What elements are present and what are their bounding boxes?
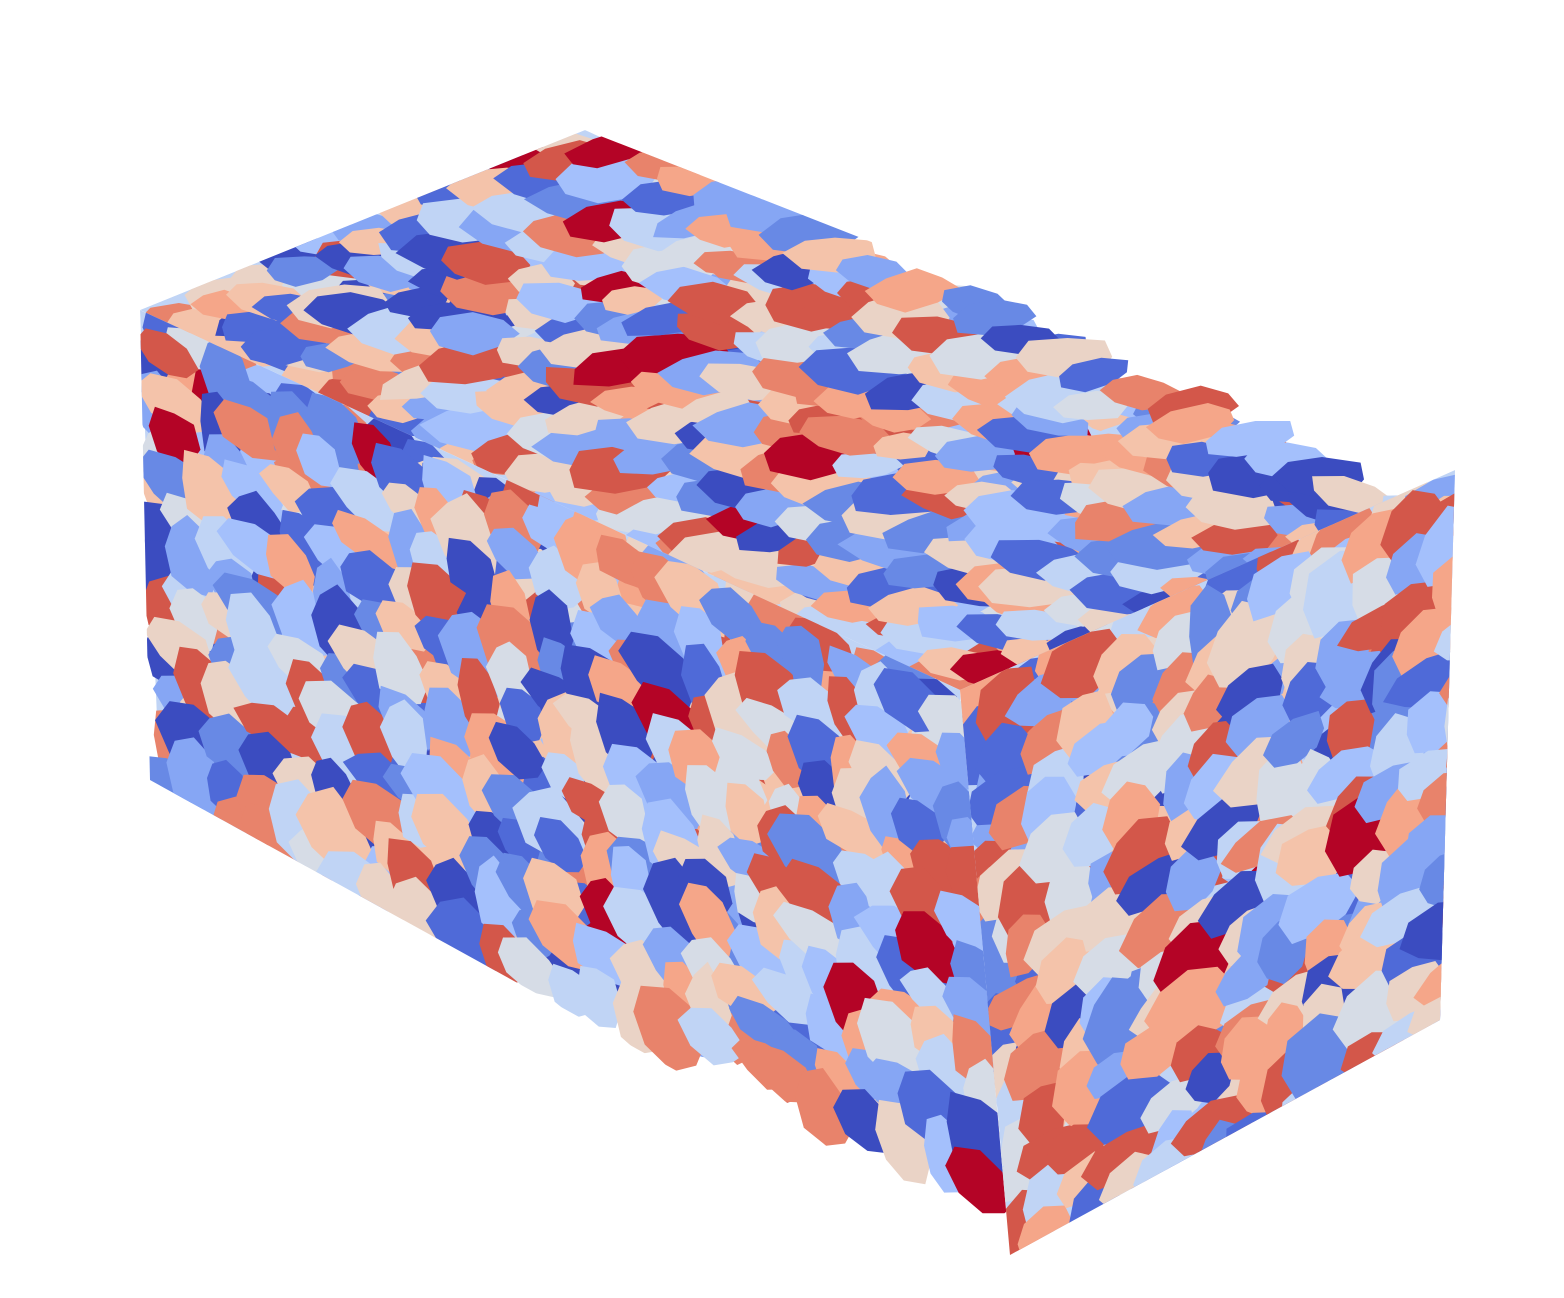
grain-patch xyxy=(1165,847,1223,912)
grain-patch xyxy=(534,817,588,873)
grain-patch xyxy=(228,644,309,728)
grain-patch xyxy=(618,631,697,710)
grain-patch xyxy=(1478,1007,1529,1062)
grain-patch xyxy=(1046,1124,1109,1175)
grain-patch xyxy=(1434,935,1455,1011)
grain-patch xyxy=(1312,476,1394,514)
grain-patch xyxy=(577,965,622,1028)
grain-patch xyxy=(1470,911,1551,975)
grain-patch xyxy=(429,312,520,356)
grain-patch xyxy=(1468,974,1520,1059)
grain-patch xyxy=(441,241,531,285)
grain-patch xyxy=(1183,674,1237,732)
grain-patch xyxy=(1360,883,1445,948)
grain-patch xyxy=(1432,555,1455,620)
grain-patch xyxy=(1448,760,1455,839)
grain-patch xyxy=(140,373,217,435)
grain-patch xyxy=(899,967,957,1023)
grain-patch xyxy=(1080,1120,1169,1191)
grain-patch xyxy=(330,467,406,533)
grain-patch xyxy=(1432,1023,1455,1076)
grain-patch xyxy=(725,782,769,847)
grain-patch xyxy=(296,433,341,488)
grain-patch xyxy=(1181,794,1262,861)
grain-patch xyxy=(1144,966,1233,1040)
grain-patch xyxy=(446,537,497,598)
top-face xyxy=(140,130,1450,690)
grain-patch xyxy=(340,550,405,608)
grain-patch xyxy=(751,967,818,1026)
grain-patch xyxy=(598,784,648,850)
grain-patch xyxy=(794,1068,857,1146)
grain-patch xyxy=(373,631,429,705)
grain-patch xyxy=(711,962,780,1018)
grain-patch xyxy=(1185,1052,1234,1104)
grain-patch xyxy=(1094,702,1154,759)
grain-patch xyxy=(864,268,963,313)
right-face xyxy=(960,470,1551,1255)
grain-patch xyxy=(1307,746,1385,804)
grain-patch xyxy=(1004,1026,1067,1101)
grain-patch xyxy=(799,415,892,456)
grain-patch xyxy=(633,985,705,1072)
grain-patch xyxy=(304,392,366,464)
grain-patch xyxy=(1461,891,1518,967)
grain-patch xyxy=(1326,699,1375,763)
grain-patch xyxy=(1415,505,1455,587)
grain-patch xyxy=(425,897,498,983)
grain-patch xyxy=(497,817,540,868)
grain-patch xyxy=(679,882,735,959)
grain-patch xyxy=(497,937,566,998)
grain-patch xyxy=(1446,733,1455,780)
grain-patch xyxy=(726,924,793,988)
grain-patch xyxy=(1360,1059,1432,1120)
grain-patch xyxy=(182,449,244,532)
grain-patch xyxy=(266,256,340,287)
grain-patch xyxy=(1430,900,1455,978)
grain-patch xyxy=(712,727,776,781)
grain-patch xyxy=(677,1007,748,1066)
grain-patch xyxy=(1399,900,1455,961)
grain-patch xyxy=(734,651,797,731)
grain-patch xyxy=(213,399,288,461)
grain-patch xyxy=(295,786,372,871)
grain-patch xyxy=(1438,863,1455,952)
grain-patch xyxy=(1059,357,1129,393)
grain-patch xyxy=(767,813,854,894)
grain-patch xyxy=(1476,785,1522,858)
grain-patch xyxy=(1278,872,1360,945)
grain-patch xyxy=(332,509,407,570)
grain-patch xyxy=(832,453,904,479)
grain-patch xyxy=(934,890,991,956)
grain-patch xyxy=(375,600,434,652)
grain-patch xyxy=(967,766,1044,826)
grain-patch xyxy=(488,721,547,780)
grain-patch xyxy=(945,1146,1010,1214)
grain-patch xyxy=(1471,946,1544,1012)
grain-patch xyxy=(1444,674,1455,756)
grain-patch xyxy=(1053,390,1129,420)
grain-patch xyxy=(1170,1094,1260,1157)
grain-patch xyxy=(817,803,890,863)
grain-patch xyxy=(400,753,482,830)
grain-patch xyxy=(140,328,199,379)
grain-patch xyxy=(1145,403,1235,444)
grain-patch xyxy=(776,625,825,687)
grain-patch xyxy=(942,976,998,1040)
grain-patch xyxy=(1464,838,1510,897)
grain-patch xyxy=(773,901,853,963)
grain-patch xyxy=(1086,1073,1177,1145)
grain-patch xyxy=(1206,600,1290,689)
grain-patch xyxy=(895,911,960,985)
left-face xyxy=(140,310,1010,1214)
grain-patch xyxy=(1455,826,1505,886)
grain-patch xyxy=(1170,1025,1233,1083)
